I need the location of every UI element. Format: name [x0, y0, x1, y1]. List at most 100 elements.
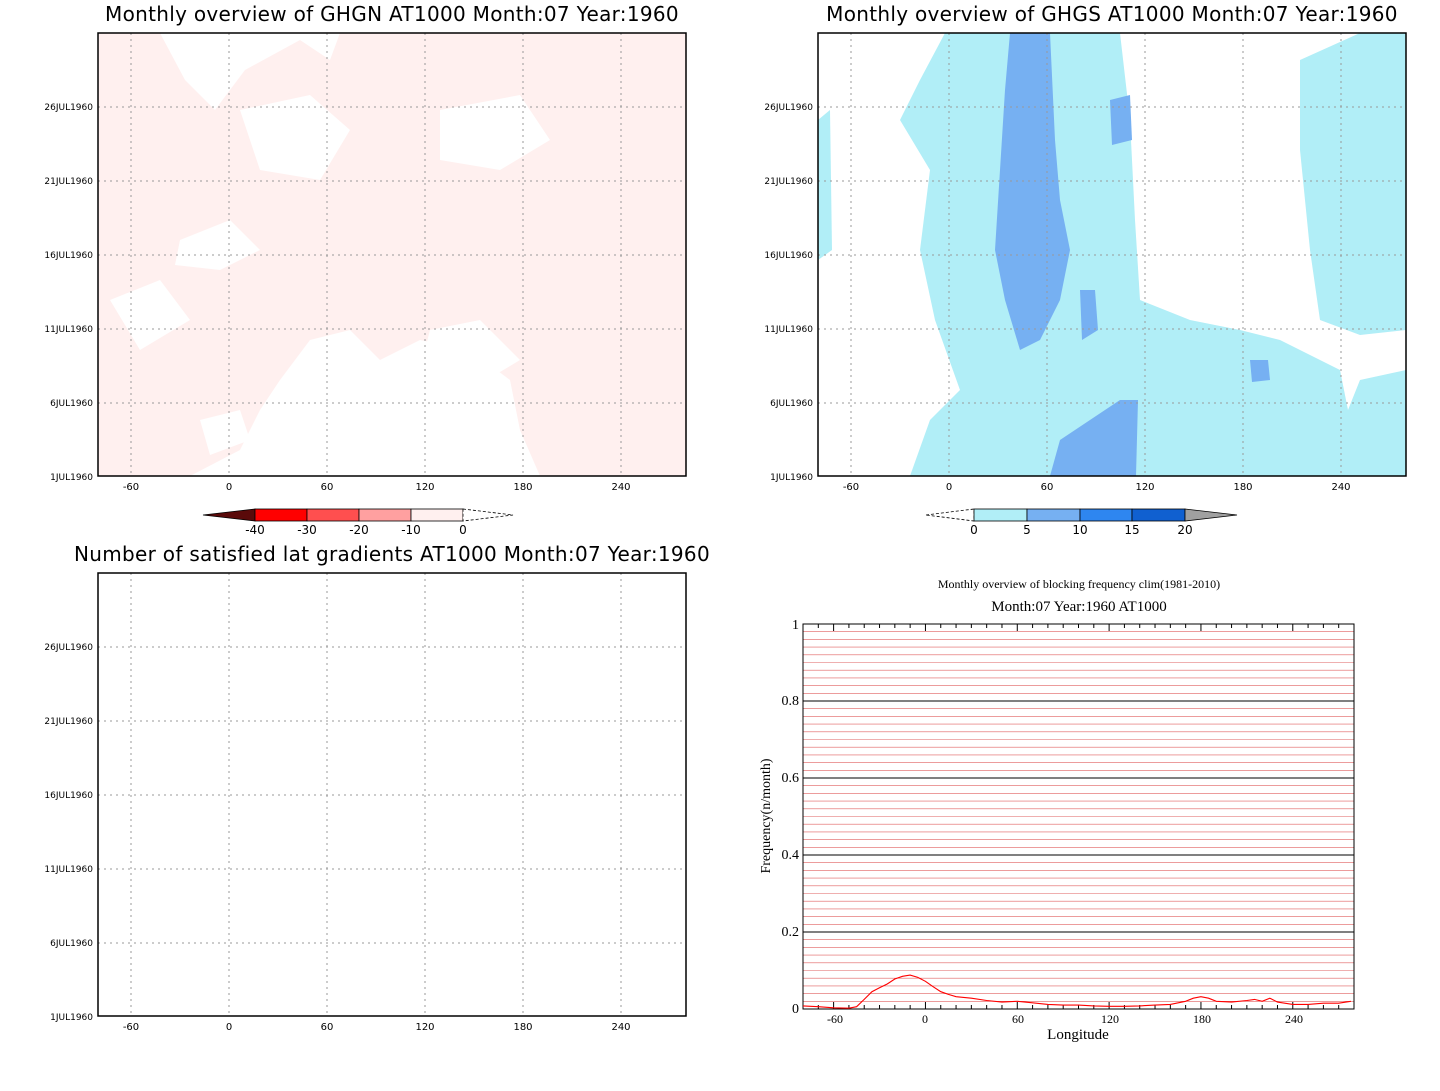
- colorbar-swatch: [254, 508, 308, 522]
- x-tick-label: 120: [1135, 482, 1154, 493]
- y-tick-label: 1JUL1960: [50, 473, 93, 483]
- ghgn-title: Monthly overview of GHGN AT1000 Month:07…: [105, 2, 679, 26]
- colorbar-swatch: [1184, 508, 1238, 522]
- colorbar-swatch: [202, 508, 256, 522]
- colorbar-swatch: [462, 508, 514, 522]
- x-tick-label: -60: [827, 1012, 843, 1026]
- x-tick-label: 0: [226, 1022, 232, 1033]
- colorbar-label: -10: [401, 523, 421, 537]
- x-tick-label: 240: [611, 1022, 630, 1033]
- y-tick-label: 21JUL1960: [764, 177, 813, 187]
- blocking-x-ticks: -60 0 60 120 180 240: [827, 1012, 1303, 1026]
- x-axis-label: Longitude: [1047, 1027, 1109, 1043]
- x-tick-label: -60: [123, 482, 139, 493]
- y-axis-label: Frequency(n/month): [759, 758, 774, 873]
- y-tick-label: 0.4: [782, 848, 800, 863]
- x-tick-label: 60: [321, 1022, 334, 1033]
- lat-gradients-chart: Number of satisfied lat gradients AT1000…: [44, 542, 710, 1033]
- ghgn-colorbar: -40 -30 -20 -10 0: [202, 508, 514, 537]
- ghgs-chart: Monthly overview of GHGS AT1000 Month:07…: [764, 2, 1407, 537]
- colorbar-swatch: [1079, 508, 1133, 522]
- colorbar-swatch: [1026, 508, 1081, 522]
- blocking-y-ticks: 0 0.2 0.4 0.6 0.8 1: [782, 618, 800, 1017]
- y-tick-label: 0.6: [782, 771, 800, 786]
- y-tick-label: 21JUL1960: [44, 717, 93, 727]
- x-tick-label: 120: [415, 482, 434, 493]
- x-tick-label: 180: [1233, 482, 1252, 493]
- y-tick-label: 26JUL1960: [44, 103, 93, 113]
- ghgn-x-ticks: -60 0 60 120 180 240: [123, 482, 631, 493]
- x-tick-label: 0: [922, 1012, 928, 1026]
- y-tick-label: 0.2: [782, 925, 800, 940]
- ghgn-frame: [97, 32, 687, 477]
- colorbar-swatch: [1131, 508, 1186, 522]
- colorbar-label: 20: [1177, 523, 1192, 537]
- y-tick-label: 16JUL1960: [44, 251, 93, 261]
- colorbar-swatch: [358, 508, 412, 522]
- y-tick-label: 1JUL1960: [770, 473, 813, 483]
- x-tick-label: 60: [1041, 482, 1054, 493]
- colorbar-swatch: [306, 508, 360, 522]
- colorbar-swatch: [973, 508, 1028, 522]
- ghgs-frame: [817, 32, 1407, 477]
- y-tick-label: 16JUL1960: [44, 791, 93, 801]
- colorbar-swatch: [410, 508, 464, 522]
- lat-gradients-x-ticks: -60 0 60 120 180 240: [123, 1022, 631, 1033]
- colorbar-label: 10: [1072, 523, 1087, 537]
- x-tick-label: -60: [843, 482, 859, 493]
- x-tick-label: 0: [946, 482, 952, 493]
- ghgs-x-ticks: -60 0 60 120 180 240: [843, 482, 1351, 493]
- lat-gradients-y-ticks: 1JUL1960 6JUL1960 11JUL1960 16JUL1960 21…: [44, 643, 93, 1023]
- x-tick-label: 0: [226, 482, 232, 493]
- y-tick-label: 16JUL1960: [764, 251, 813, 261]
- x-tick-label: 240: [1331, 482, 1350, 493]
- ghgs-grid: [818, 33, 1406, 476]
- blocking-frame: [802, 623, 1355, 1010]
- y-tick-label: 11JUL1960: [44, 325, 93, 335]
- x-tick-label: -60: [123, 1022, 139, 1033]
- ghgn-grid: [98, 33, 686, 476]
- y-tick-label: 26JUL1960: [44, 643, 93, 653]
- y-tick-label: 0.8: [782, 694, 800, 709]
- x-tick-label: 180: [513, 1022, 532, 1033]
- lat-gradients-title: Number of satisfied lat gradients AT1000…: [74, 542, 710, 566]
- x-tick-label: 180: [513, 482, 532, 493]
- ghgs-colorbar: 0 5 10 15 20: [925, 508, 1238, 537]
- ghgs-y-ticks: 1JUL1960 6JUL1960 11JUL1960 16JUL1960 21…: [764, 103, 813, 483]
- colorbar-label: 0: [459, 523, 467, 537]
- y-tick-label: 11JUL1960: [764, 325, 813, 335]
- ghgn-chart: Monthly overview of GHGN AT1000 Month:07…: [44, 2, 687, 537]
- colorbar-label: 5: [1023, 523, 1031, 537]
- colorbar-label: -20: [349, 523, 369, 537]
- colorbar-label: 0: [970, 523, 978, 537]
- colorbar-label: 15: [1124, 523, 1139, 537]
- lat-gradients-frame: [97, 572, 687, 1017]
- y-tick-label: 1: [792, 618, 799, 633]
- blocking-tick-marks: [802, 624, 1355, 1009]
- blocking-subtitle: Month:07 Year:1960 AT1000: [991, 599, 1166, 615]
- lat-gradients-grid: [98, 573, 686, 1016]
- x-tick-label: 240: [611, 482, 630, 493]
- y-tick-label: 6JUL1960: [770, 399, 813, 409]
- colorbar-label: -40: [245, 523, 265, 537]
- colorbar-label: -30: [297, 523, 317, 537]
- y-tick-label: 6JUL1960: [50, 399, 93, 409]
- y-tick-label: 1JUL1960: [50, 1013, 93, 1023]
- x-tick-label: 60: [1012, 1012, 1024, 1026]
- y-tick-label: 11JUL1960: [44, 865, 93, 875]
- x-tick-label: 60: [321, 482, 334, 493]
- blocking-title: Monthly overview of blocking frequency c…: [938, 577, 1220, 591]
- colorbar-swatch: [925, 508, 975, 522]
- x-tick-label: 120: [415, 1022, 434, 1033]
- y-tick-label: 0: [792, 1002, 799, 1017]
- x-tick-label: 120: [1101, 1012, 1119, 1026]
- x-tick-label: 180: [1193, 1012, 1211, 1026]
- ghgs-title: Monthly overview of GHGS AT1000 Month:07…: [826, 2, 1398, 26]
- y-tick-label: 26JUL1960: [764, 103, 813, 113]
- x-tick-label: 240: [1285, 1012, 1303, 1026]
- y-tick-label: 6JUL1960: [50, 939, 93, 949]
- y-tick-label: 21JUL1960: [44, 177, 93, 187]
- blocking-hlines: [803, 631, 1354, 1002]
- blocking-frequency-chart: Monthly overview of blocking frequency c…: [759, 577, 1355, 1043]
- ghgn-y-ticks: 1JUL1960 6JUL1960 11JUL1960 16JUL1960 21…: [44, 103, 93, 483]
